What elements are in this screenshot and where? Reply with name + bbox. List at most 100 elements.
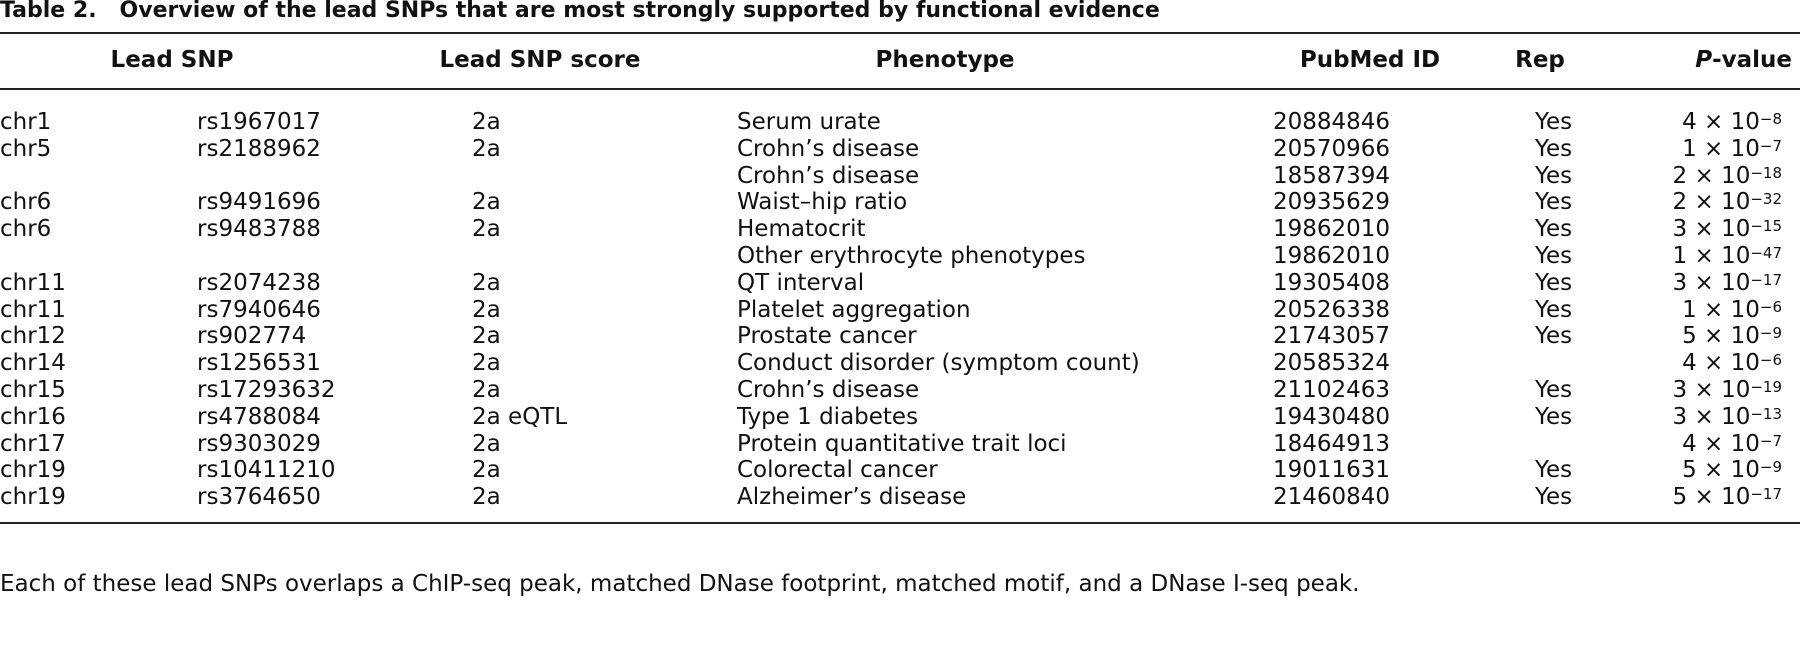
replicated: Yes — [1535, 296, 1573, 323]
snp-score: 2a — [472, 323, 501, 350]
chromosome: chr16 — [0, 403, 66, 430]
p-exponent: −47 — [1750, 244, 1782, 262]
header-italic: P — [1695, 47, 1713, 73]
snp-id: rs4788084 — [197, 403, 321, 430]
pubmed-id: 19305408 — [1273, 269, 1391, 296]
chromosome: chr6 — [0, 189, 52, 216]
caption: Table 2. Overview of the lead SNPs that … — [0, 0, 1160, 25]
phenotype: Crohn’s disease — [737, 135, 920, 162]
p-exponent: −8 — [1759, 110, 1782, 128]
replicated: Yes — [1535, 109, 1573, 135]
chromosome: chr19 — [0, 457, 66, 484]
p-mantissa: 4 × 10 — [1682, 350, 1760, 377]
p-value: 3 × 10−17 — [1673, 269, 1782, 297]
p-mantissa: 1 × 10 — [1682, 135, 1760, 162]
replicated: Yes — [1535, 403, 1573, 430]
p-mantissa: 1 × 10 — [1672, 243, 1751, 269]
p-mantissa: 5 × 10 — [1672, 484, 1751, 511]
caption-label: Table 2. — [0, 0, 97, 23]
phenotype: Alzheimer’s disease — [737, 484, 967, 511]
p-value: 3 × 10−19 — [1673, 376, 1782, 404]
p-exponent: −7 — [1759, 136, 1782, 155]
snp-score: 2a — [472, 135, 501, 162]
snp-score: 2a — [472, 377, 501, 403]
header-rule — [0, 88, 1800, 90]
snp-id: rs10411210 — [197, 457, 336, 484]
column-header: Phenotype — [875, 47, 1015, 73]
p-exponent: −6 — [1759, 297, 1782, 316]
p-value: 2 × 10−18 — [1673, 162, 1782, 190]
top-rule — [0, 32, 1800, 34]
p-exponent: −7 — [1759, 431, 1782, 450]
chromosome: chr11 — [0, 296, 66, 323]
pubmed-id: 20526338 — [1273, 296, 1391, 323]
p-value: 3 × 10−15 — [1673, 215, 1782, 243]
replicated: Yes — [1535, 135, 1573, 162]
column-header: P-value — [1695, 46, 1792, 74]
pubmed-id: 18464913 — [1273, 430, 1391, 457]
chromosome: chr1 — [0, 109, 52, 135]
p-mantissa: 3 × 10 — [1672, 216, 1751, 243]
snp-score: 2a — [472, 457, 501, 484]
p-mantissa: 4 × 10 — [1682, 109, 1760, 135]
p-exponent: −32 — [1750, 190, 1782, 209]
phenotype: Serum urate — [737, 109, 881, 135]
p-exponent: −17 — [1750, 485, 1782, 504]
pubmed-id: 21743057 — [1273, 323, 1391, 350]
snp-id: rs902774 — [197, 323, 307, 350]
bottom-rule — [0, 522, 1800, 524]
replicated: Yes — [1535, 323, 1573, 350]
snp-score: 2a — [472, 350, 501, 377]
pubmed-id: 19862010 — [1273, 216, 1391, 243]
replicated: Yes — [1535, 162, 1573, 189]
phenotype: Prostate cancer — [737, 323, 917, 350]
pubmed-id: 20884846 — [1273, 109, 1391, 135]
snp-id: rs9491696 — [197, 189, 321, 216]
chromosome: chr12 — [0, 323, 66, 350]
p-value: 2 × 10−32 — [1673, 188, 1782, 216]
pubmed-id: 19862010 — [1273, 243, 1391, 269]
p-value: 1 × 10−47 — [1673, 242, 1782, 270]
chromosome: chr5 — [0, 135, 52, 162]
snp-score: 2a — [472, 296, 501, 323]
snp-id: rs7940646 — [197, 296, 321, 323]
pubmed-id: 19430480 — [1273, 403, 1391, 430]
p-mantissa: 2 × 10 — [1672, 162, 1751, 189]
p-value: 5 × 10−17 — [1673, 483, 1782, 511]
phenotype: Hematocrit — [737, 216, 866, 243]
phenotype: Other erythrocyte phenotypes — [737, 243, 1086, 269]
p-value: 4 × 10−6 — [1682, 349, 1782, 377]
p-mantissa: 3 × 10 — [1672, 377, 1751, 403]
phenotype: Waist–hip ratio — [737, 189, 908, 216]
pubmed-id: 20935629 — [1273, 189, 1391, 216]
phenotype: Platelet aggregation — [737, 296, 971, 323]
snp-score: 2a — [472, 189, 501, 216]
replicated: Yes — [1535, 216, 1573, 243]
snp-score: 2a — [472, 484, 501, 511]
p-exponent: −6 — [1759, 351, 1782, 370]
snp-id: rs17293632 — [197, 377, 336, 403]
snp-id: rs1256531 — [197, 350, 321, 377]
p-exponent: −17 — [1750, 270, 1782, 289]
p-value: 3 × 10−13 — [1673, 403, 1782, 431]
p-mantissa: 2 × 10 — [1672, 189, 1751, 216]
p-exponent: −13 — [1750, 404, 1782, 423]
snp-score: 2a — [472, 216, 501, 243]
p-exponent: −19 — [1750, 378, 1782, 396]
snp-score: 2a — [472, 109, 501, 135]
chromosome: chr17 — [0, 430, 66, 457]
chromosome: chr19 — [0, 484, 66, 511]
column-header: Lead SNP score — [439, 47, 641, 73]
replicated: Yes — [1535, 269, 1573, 296]
footnote: Each of these lead SNPs overlaps a ChIP-… — [0, 571, 1360, 597]
header-text: -value — [1712, 47, 1792, 73]
replicated: Yes — [1535, 189, 1573, 216]
snp-id: rs2074238 — [197, 269, 321, 296]
p-mantissa: 4 × 10 — [1682, 430, 1760, 457]
chromosome: chr15 — [0, 377, 66, 403]
p-value: 4 × 10−8 — [1682, 108, 1782, 136]
snp-id: rs9483788 — [197, 216, 321, 243]
replicated: Yes — [1535, 484, 1573, 511]
replicated: Yes — [1535, 243, 1573, 269]
